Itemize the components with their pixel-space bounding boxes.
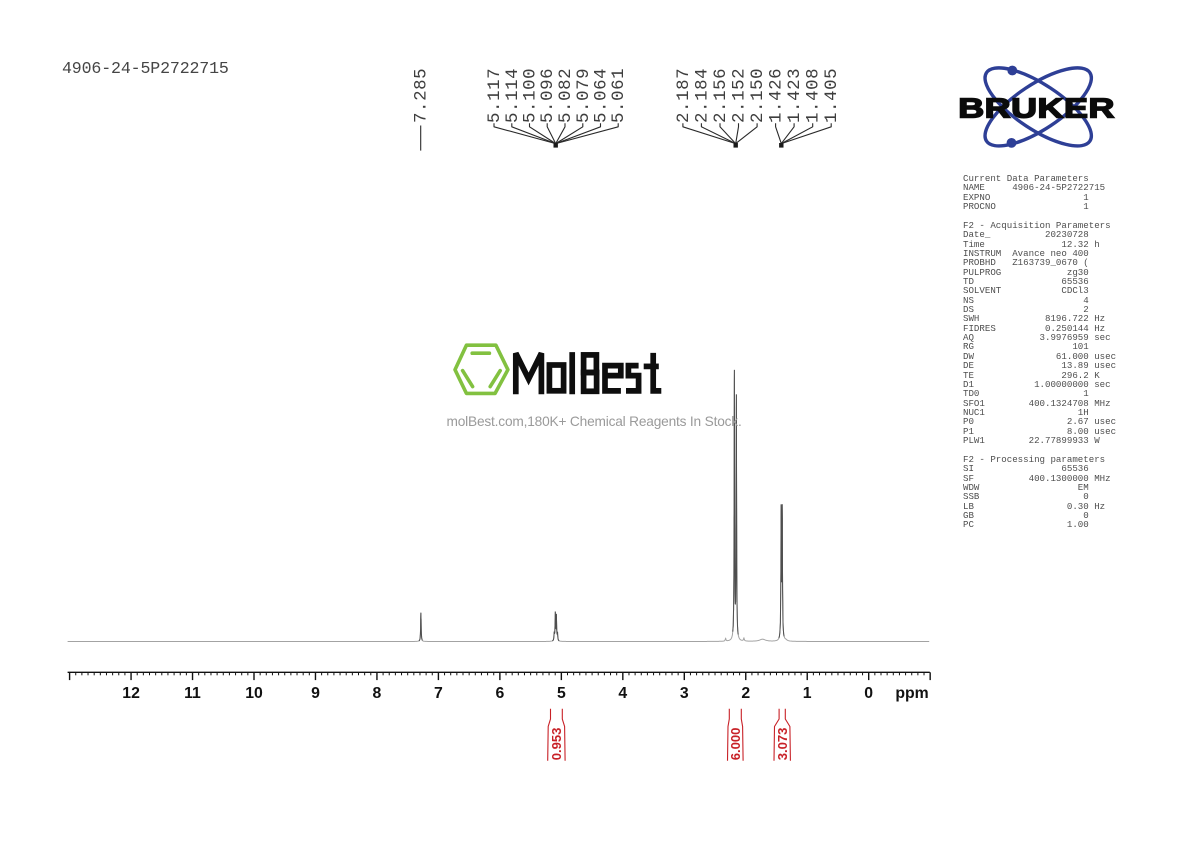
svg-text:5: 5: [557, 685, 566, 702]
svg-text:2.150: 2.150: [749, 68, 768, 123]
svg-text:2.184: 2.184: [693, 68, 712, 123]
svg-text:2.152: 2.152: [731, 68, 750, 123]
svg-text:1.423: 1.423: [786, 68, 805, 123]
svg-text:1.405: 1.405: [823, 68, 842, 123]
svg-text:1: 1: [803, 685, 812, 702]
svg-text:9: 9: [311, 685, 320, 702]
svg-text:2.156: 2.156: [712, 68, 731, 123]
svg-text:3: 3: [680, 685, 689, 702]
svg-text:7.285: 7.285: [413, 68, 432, 123]
svg-text:7: 7: [434, 685, 443, 702]
svg-text:6: 6: [496, 685, 505, 702]
svg-text:11: 11: [184, 685, 201, 702]
svg-text:5.096: 5.096: [539, 68, 558, 123]
svg-text:12: 12: [122, 685, 140, 702]
svg-text:2.187: 2.187: [675, 68, 694, 123]
svg-text:2: 2: [741, 685, 750, 702]
svg-text:molBest.com,180K+ Chemical Rea: molBest.com,180K+ Chemical Reagents In S…: [447, 414, 742, 429]
svg-text:3.073: 3.073: [775, 728, 790, 761]
svg-text:5.079: 5.079: [575, 68, 594, 123]
svg-text:0: 0: [864, 685, 873, 702]
svg-text:6.000: 6.000: [728, 728, 743, 761]
svg-text:10: 10: [245, 685, 263, 702]
svg-text:1.408: 1.408: [805, 68, 824, 123]
svg-text:5.117: 5.117: [486, 68, 505, 123]
svg-text:5.100: 5.100: [522, 68, 541, 123]
svg-text:8: 8: [373, 685, 382, 702]
svg-text:5.082: 5.082: [557, 68, 576, 123]
svg-text:5.114: 5.114: [504, 68, 523, 123]
svg-text:BRUKER: BRUKER: [958, 92, 1115, 123]
svg-text:5.064: 5.064: [593, 68, 612, 123]
svg-text:ppm: ppm: [895, 685, 928, 702]
svg-text:5.061: 5.061: [610, 68, 629, 123]
svg-text:0.953: 0.953: [549, 728, 564, 761]
svg-text:1.426: 1.426: [768, 68, 787, 123]
svg-text:4: 4: [618, 685, 627, 702]
